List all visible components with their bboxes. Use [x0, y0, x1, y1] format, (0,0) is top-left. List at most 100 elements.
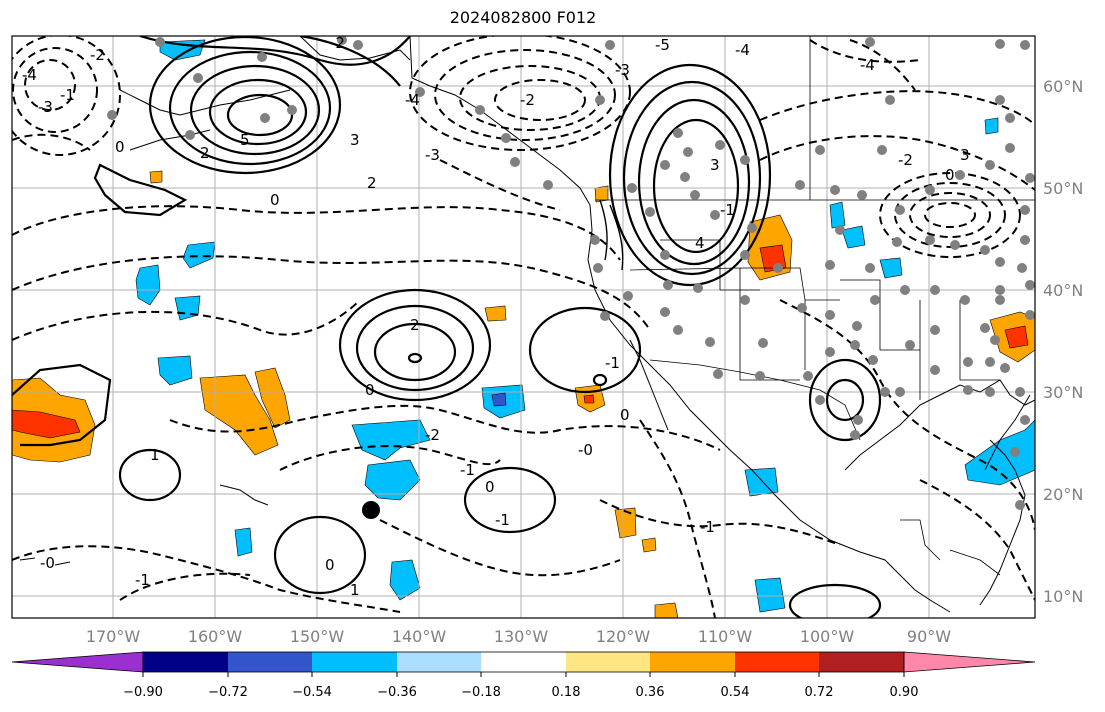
colorbar-tick-label: −0.18: [461, 685, 501, 700]
contour-label: -5: [655, 36, 670, 54]
longitude-labels: 170°W 160°W 150°W 140°W 130°W 120°W 110°…: [86, 627, 951, 646]
contour-label: -2: [425, 426, 440, 444]
lat-label-60n: 60°N: [1043, 77, 1083, 96]
contour-label: 1: [150, 446, 160, 464]
shade-cyan: [364, 459, 421, 501]
contour-label: -1: [135, 571, 150, 589]
contour-label: 0: [945, 166, 955, 184]
lon-label-140w: 140°W: [392, 627, 447, 646]
colorbar-tick-label: 0.90: [890, 685, 919, 700]
contour-label: 3: [710, 156, 720, 174]
center-marker: [362, 501, 380, 519]
contour-label: 5: [240, 131, 250, 149]
station-markers: [107, 36, 1035, 510]
colorbar-tick-label: −0.54: [292, 685, 332, 700]
shade-cyan: [234, 527, 253, 557]
map-title: 2024082800 F012: [449, 8, 597, 27]
colorbar-tick-label: 0.18: [552, 685, 581, 700]
contour-label: -2: [330, 34, 345, 52]
colorbar-segment: [143, 652, 228, 672]
colorbar-tick-label: −0.36: [377, 685, 417, 700]
lon-label-130w: 130°W: [494, 627, 549, 646]
contour-label: -2: [90, 46, 105, 64]
shade-cyan: [135, 264, 161, 306]
colorbar-frame: [142, 651, 905, 673]
colorbar-segment: [481, 652, 566, 672]
coastlines: [19, 36, 1035, 613]
shade-cyan: [491, 392, 507, 407]
contour-label: -3: [425, 146, 440, 164]
colorbar-tick-label: 0.36: [636, 685, 665, 700]
lon-label-110w: 110°W: [698, 627, 753, 646]
plot-area: [12, 36, 1035, 618]
shade-orange: [254, 367, 291, 429]
contour-label: -1: [605, 354, 620, 372]
shade-cyan: [157, 355, 193, 386]
shade-red: [583, 394, 595, 404]
shade-orange: [614, 507, 637, 539]
positive-contours: [12, 36, 882, 618]
contour-label: 0: [115, 138, 125, 156]
contour-label: 0: [365, 381, 375, 399]
contour-label: 0: [620, 406, 630, 424]
latitude-labels: 60°N 50°N 40°N 30°N 20°N 10°N: [1043, 77, 1083, 606]
shade-cyan: [841, 225, 866, 249]
contour-label: 3: [960, 146, 970, 164]
shade-red: [1004, 325, 1029, 349]
shaded-anomaly-regions: [12, 39, 1035, 618]
colorbar-segment: [312, 652, 397, 672]
contour-label: -1: [700, 518, 715, 536]
lon-label-100w: 100°W: [800, 627, 855, 646]
contour-label: 0: [485, 478, 495, 496]
lon-label-150w: 150°W: [290, 627, 345, 646]
shade-cyan: [879, 257, 903, 279]
lon-label-90w: 90°W: [907, 627, 951, 646]
contour-labels: -4 -2 -3 -1 0 5 2 3 -2 -5 -4 -1 -2 -3 2 …: [22, 34, 970, 599]
contour-label: 0: [325, 556, 335, 574]
gridlines: [12, 36, 1035, 618]
shade-cyan: [754, 577, 786, 613]
colorbar-ticks: [142, 672, 905, 677]
contour-label: -1: [495, 511, 510, 529]
contour-label: 0: [270, 191, 280, 209]
thin-contours: [599, 199, 624, 271]
negative-contours: [12, 36, 1035, 618]
colorbar-segment: [566, 652, 650, 672]
contour-label: -0: [578, 441, 593, 459]
contour-label: -0: [40, 554, 55, 572]
shade-cyan: [829, 201, 846, 229]
shade-cyan: [389, 559, 421, 601]
colorbar-tick-label: −0.72: [208, 685, 248, 700]
contour-label: -3: [615, 61, 630, 79]
contour-label: 4: [695, 234, 705, 252]
colorbar-extend-max: [903, 651, 1036, 673]
colorbar-segment: [819, 652, 904, 672]
colorbar-segment: [228, 652, 312, 672]
contour-label: 2: [200, 144, 210, 162]
colorbar-extend-min: [11, 651, 144, 673]
contour-label: -4: [735, 41, 750, 59]
colorbar-tick-label: −0.90: [123, 685, 163, 700]
contour-label: 2: [410, 316, 420, 334]
contour-label: -1: [60, 86, 75, 104]
political-borders: [595, 36, 1035, 576]
colorbar-segment: [735, 652, 819, 672]
contour-label: 2: [367, 174, 377, 192]
contour-label: -4: [22, 66, 37, 84]
shade-cyan: [964, 419, 1035, 486]
colorbar-tick-label: 0.54: [721, 685, 750, 700]
shade-cyan: [351, 419, 431, 461]
lon-label-170w: 170°W: [86, 627, 141, 646]
lat-label-50n: 50°N: [1043, 179, 1083, 198]
contour-label: 1: [350, 581, 360, 599]
contour-label: -1: [460, 461, 475, 479]
plot-frame: [11, 35, 1036, 619]
contour-label: -4: [405, 91, 420, 109]
contour-label: 3: [350, 131, 360, 149]
colorbar-segment: [397, 652, 481, 672]
colorbar-tick-label: 0.72: [805, 685, 834, 700]
shade-red: [12, 409, 81, 439]
colorbar: −0.90 −0.72 −0.54 −0.36 −0.18 0.18 0.36 …: [11, 651, 1036, 700]
lat-label-30n: 30°N: [1043, 383, 1083, 402]
